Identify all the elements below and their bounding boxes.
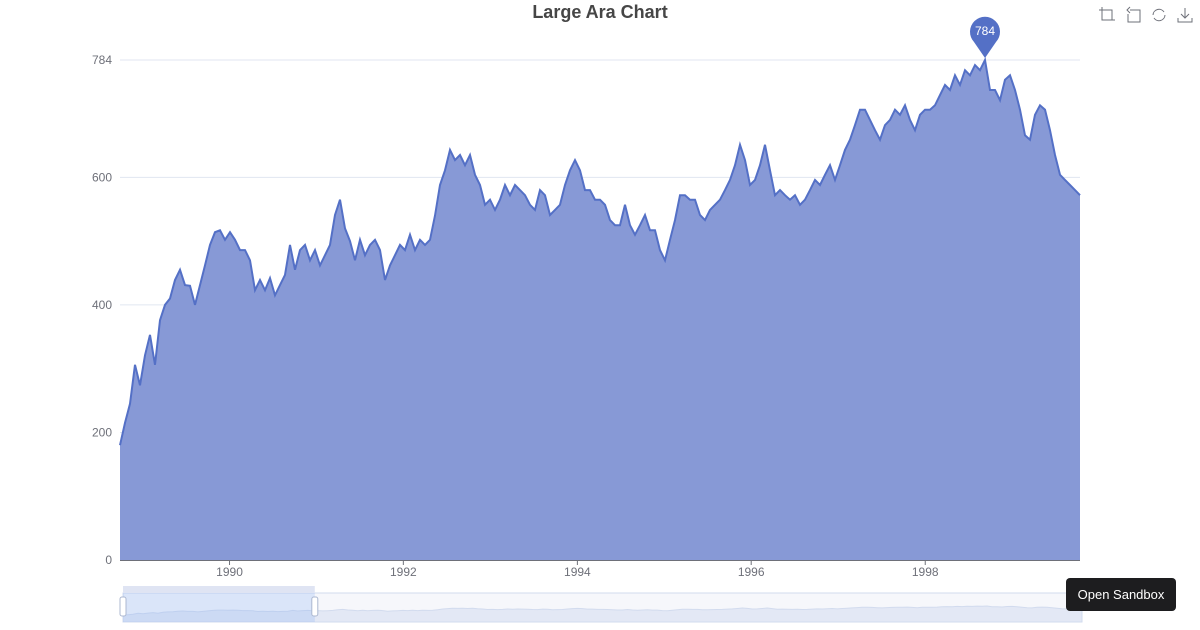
toolbox xyxy=(1098,6,1194,24)
max-marker-label: 784 xyxy=(975,24,995,38)
y-tick-label: 784 xyxy=(92,53,112,67)
x-tick-label: 1992 xyxy=(390,565,417,579)
x-tick-label: 1994 xyxy=(564,565,591,579)
chart-title: Large Ara Chart xyxy=(532,2,668,22)
data-zoom-preview xyxy=(122,605,1083,623)
series-line xyxy=(119,56,1081,446)
data-zoom-handle[interactable] xyxy=(119,596,127,617)
y-tick-label: 200 xyxy=(92,425,112,439)
y-tick-label: 0 xyxy=(105,553,112,567)
data-zoom-handle[interactable] xyxy=(311,596,319,617)
data-zoom-move-handle[interactable] xyxy=(123,586,315,593)
area-fill xyxy=(120,60,1080,560)
x-tick-label: 1996 xyxy=(738,565,765,579)
open-sandbox-button[interactable]: Open Sandbox xyxy=(1066,578,1176,611)
x-tick-label: 1990 xyxy=(216,565,243,579)
save-image-icon[interactable] xyxy=(1176,6,1194,24)
data-zoom-window[interactable] xyxy=(123,593,315,622)
max-marker-pin xyxy=(970,16,1001,58)
y-tick-label: 600 xyxy=(92,170,112,184)
restore-icon[interactable] xyxy=(1150,6,1168,24)
zoom-reset-icon[interactable] xyxy=(1124,6,1142,24)
x-tick-label: 1998 xyxy=(912,565,939,579)
y-tick-label: 400 xyxy=(92,298,112,312)
zoom-icon[interactable] xyxy=(1098,6,1116,24)
